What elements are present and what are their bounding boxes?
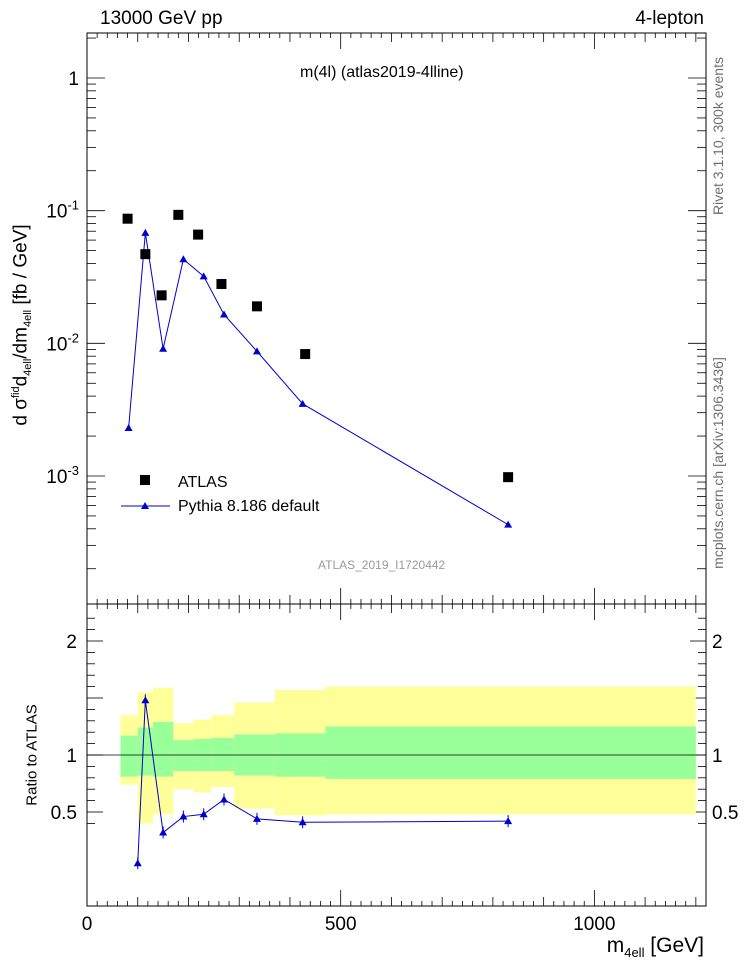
legend-data-label: ATLAS <box>178 474 228 491</box>
ratio-y-tick-label-right: 1 <box>712 746 723 767</box>
data-point <box>140 249 151 260</box>
ratio-y-tick-label: 0.5 <box>51 803 77 824</box>
y-tick-label: 10-2 <box>46 330 79 355</box>
ratio-point <box>133 859 142 867</box>
ratio-point <box>298 818 307 826</box>
mc-point <box>252 347 261 355</box>
ratio-point <box>252 814 261 822</box>
ratio-plot-frame: 0 500 1000 0.5 0.5 1 1 2 2 <box>51 33 738 935</box>
mc-point <box>219 310 228 318</box>
legend: ATLAS Pythia 8.186 default <box>121 474 320 515</box>
legend-mc-marker <box>141 502 149 509</box>
data-point <box>251 301 262 312</box>
x-tick-label: 500 <box>325 914 357 935</box>
mc-point <box>179 255 188 263</box>
ratio-point <box>219 795 228 803</box>
ratio-point <box>199 810 208 818</box>
data-point <box>122 213 133 224</box>
x-axis-title: m4ell [GeV] <box>606 934 704 961</box>
data-point <box>173 209 184 220</box>
ratio-point <box>179 812 188 820</box>
mc-point <box>124 424 133 432</box>
plot-title: m(4l) (atlas2019-4lline) <box>300 64 464 81</box>
mc-point <box>504 520 513 528</box>
data-point <box>300 349 311 360</box>
mc-point <box>199 272 208 280</box>
data-point <box>156 290 167 301</box>
mc-point <box>298 399 307 407</box>
ratio-band-inner <box>211 737 235 771</box>
y-tick-label: 10-3 <box>46 463 79 488</box>
analysis-watermark: ATLAS_2019_I1720442 <box>318 558 446 572</box>
mc-point <box>141 228 150 236</box>
ratio-point <box>159 828 168 836</box>
main-plot-frame: 10-3 10-2 10-1 1 <box>46 32 707 605</box>
x-tick-label: 1000 <box>573 914 615 935</box>
main-frame-border <box>86 32 707 605</box>
ratio-y-tick-label-right: 0.5 <box>712 803 738 824</box>
ratio-plot-area <box>87 686 706 870</box>
main-plot-area <box>122 209 514 528</box>
ratio-y-tick-label: 2 <box>66 632 77 653</box>
ratio-band-inner <box>120 735 138 777</box>
y-tick-label: 1 <box>68 69 79 90</box>
legend-data-marker <box>140 475 150 485</box>
ratio-band-inner <box>173 740 194 771</box>
y-tick-label: 10-1 <box>46 198 79 223</box>
ratio-band-inner <box>325 726 696 779</box>
ratio-point <box>141 696 150 704</box>
mc-point <box>159 344 168 352</box>
data-point <box>216 279 227 290</box>
data-point <box>503 472 514 483</box>
x-tick-label: 0 <box>82 914 93 935</box>
ratio-y-tick-label: 1 <box>66 746 77 767</box>
header-process-label: 4-lepton <box>635 8 704 29</box>
ratio-band-inner <box>152 721 174 777</box>
legend-mc-label: Pythia 8.186 default <box>178 498 320 515</box>
ratio-point <box>504 817 513 825</box>
data-point <box>193 229 204 240</box>
ratio-y-tick-label-right: 2 <box>712 632 723 653</box>
header-energy-label: 13000 GeV pp <box>100 8 223 29</box>
ratio-band-inner <box>137 727 153 776</box>
